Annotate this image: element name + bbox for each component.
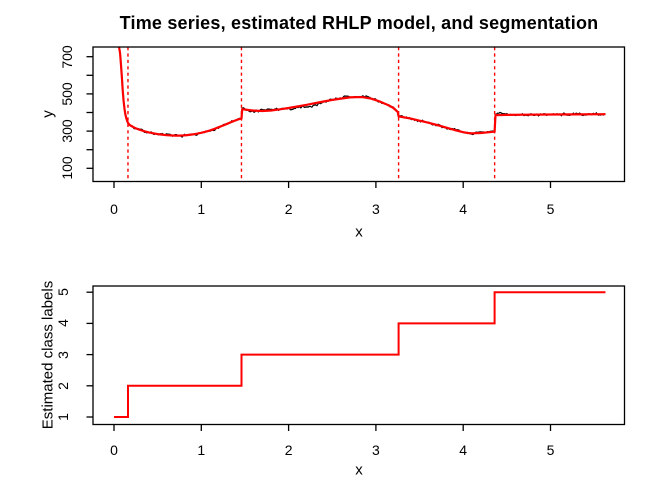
top-plot-box — [92, 46, 626, 183]
bottom-x-tick-label: 3 — [371, 441, 380, 458]
bottom-y-tick-label: 5 — [54, 288, 71, 297]
top-y-tick-label: 300 — [59, 119, 75, 143]
bottom-x-tick-label: 0 — [110, 441, 118, 458]
bottom-x-tick-label: 2 — [284, 441, 293, 458]
top-y-tick-label: 700 — [59, 45, 75, 69]
bottom-y-axis-label: Estimated class labels — [39, 280, 57, 430]
top-y-axis-label: y — [39, 110, 57, 118]
bottom-y-tick-label: 1 — [54, 413, 71, 421]
bottom-x-tick-label: 4 — [459, 441, 468, 458]
bottom-x-axis-label: x — [355, 461, 363, 479]
top-x-tick-label: 2 — [284, 201, 293, 217]
bottom-y-tick-label: 4 — [54, 319, 71, 328]
bottom-y-tick-label: 3 — [54, 350, 71, 359]
class-label-step-line — [114, 291, 606, 418]
top-x-axis-label: x — [355, 223, 363, 240]
bottom-x-tick-label: 1 — [197, 441, 206, 458]
bottom-y-tick-label: 2 — [54, 381, 71, 390]
rhlp-model-line — [117, 46, 606, 137]
top-x-tick-label: 5 — [546, 201, 555, 217]
top-x-tick-label: 0 — [110, 201, 118, 217]
top-x-tick-label: 3 — [371, 201, 380, 217]
observed-series-line — [117, 46, 606, 138]
top-plot-area — [117, 46, 606, 138]
top-x-tick-label: 4 — [459, 201, 468, 217]
bottom-x-tick-label: 5 — [546, 441, 555, 458]
top-x-tick-label: 1 — [197, 201, 206, 217]
figure-title: Time series, estimated RHLP model, and s… — [119, 13, 599, 33]
top-y-tick-label: 500 — [59, 82, 75, 106]
top-y-tick-label: 100 — [59, 156, 75, 180]
